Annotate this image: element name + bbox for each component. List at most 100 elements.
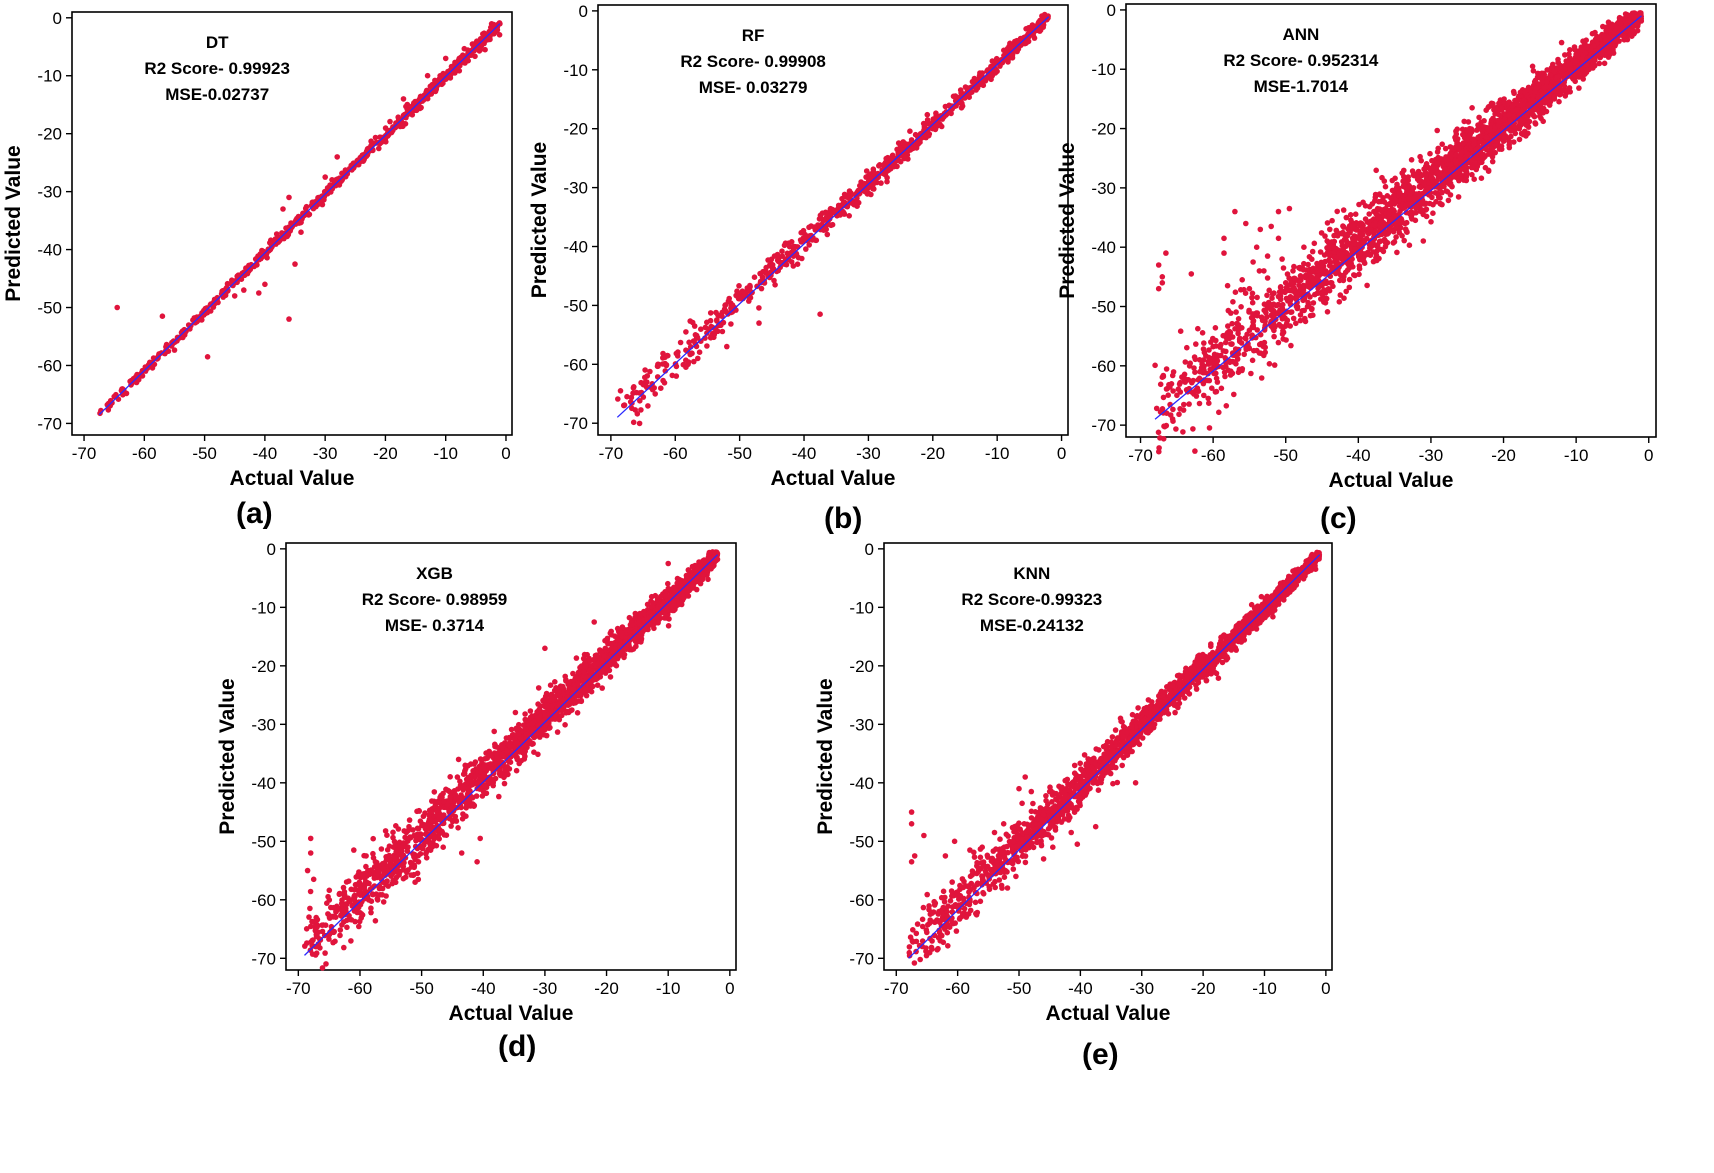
data-point (1195, 325, 1201, 332)
data-point (803, 246, 809, 252)
data-point (264, 254, 270, 261)
data-point (1253, 310, 1260, 316)
data-point (1580, 72, 1586, 79)
data-point (1448, 144, 1455, 151)
data-point (1264, 305, 1271, 312)
data-point (1516, 93, 1522, 99)
data-point (1294, 305, 1301, 312)
data-point (903, 154, 909, 161)
y-tick-label: 0 (579, 2, 588, 21)
data-point (1227, 359, 1233, 366)
data-point (1501, 96, 1507, 102)
data-point (1254, 294, 1260, 301)
data-point (1176, 411, 1182, 418)
data-point (1530, 107, 1537, 113)
data-point (1601, 33, 1607, 39)
data-point (1214, 358, 1221, 364)
data-point (1421, 180, 1427, 186)
outlier-point (280, 206, 286, 212)
data-point (1327, 259, 1334, 266)
data-point (372, 134, 379, 141)
data-point (1453, 144, 1459, 150)
data-point (863, 168, 870, 174)
data-point (1225, 307, 1232, 314)
plot-frame (597, 4, 1069, 436)
data-point (1372, 222, 1378, 229)
data-point (1430, 210, 1436, 216)
data-point (714, 317, 720, 323)
data-point (1249, 294, 1255, 301)
data-point (1558, 90, 1564, 96)
data-point (1297, 317, 1304, 324)
data-point (1435, 145, 1441, 152)
data-point (1238, 287, 1244, 293)
scatter-panel-d: -70 -60 -50 -40 -30 -20 -10 0 -70 -60 -50 -40 -30 -20… (216, 535, 790, 1173)
data-point (1498, 128, 1504, 134)
data-point (1182, 359, 1189, 365)
y-tick-label: -50 (563, 296, 588, 315)
data-point (1249, 357, 1256, 364)
data-point (1232, 289, 1239, 296)
data-point (1230, 299, 1236, 305)
data-point (1468, 128, 1474, 135)
data-point (1321, 295, 1328, 302)
data-point (1441, 172, 1448, 179)
y-tick-label: -30 (1091, 179, 1116, 198)
outlier-point (1243, 220, 1249, 227)
data-point (1157, 381, 1164, 388)
data-point (1319, 291, 1325, 297)
outlier-point (1264, 253, 1271, 259)
data-point (1258, 340, 1264, 347)
x-tick-label: -10 (656, 979, 681, 998)
data-point (1394, 249, 1400, 256)
data-point (1174, 392, 1180, 399)
data-point (884, 174, 890, 181)
data-point (1345, 226, 1351, 232)
data-point (1152, 362, 1158, 369)
data-point (1200, 346, 1207, 352)
data-point (1271, 327, 1277, 334)
data-point (686, 339, 692, 346)
data-point (1406, 195, 1412, 202)
data-point (1622, 18, 1628, 25)
data-point (756, 305, 762, 311)
data-point (747, 294, 754, 301)
x-tick-label: -40 (471, 979, 496, 998)
data-point (1457, 155, 1463, 161)
data-point (1153, 405, 1160, 412)
data-point (698, 326, 704, 333)
data-point (1434, 127, 1440, 134)
x-tick-label: -30 (1419, 446, 1444, 465)
data-point (1167, 384, 1173, 390)
data-point (1421, 166, 1427, 172)
data-point (1023, 40, 1029, 46)
data-point (1509, 103, 1516, 109)
data-point (1370, 258, 1377, 265)
x-tick-label: -20 (921, 444, 946, 463)
data-point (1341, 236, 1348, 243)
data-point (1440, 182, 1446, 188)
outlier-point (1159, 274, 1166, 280)
outlier-point (1261, 268, 1267, 274)
data-point (303, 203, 310, 210)
x-tick-label: -20 (373, 444, 398, 463)
data-point (1288, 342, 1294, 349)
data-point (884, 178, 890, 185)
data-point (1317, 266, 1324, 273)
data-point (831, 208, 837, 215)
data-point (574, 710, 581, 716)
data-point (942, 103, 949, 110)
data-point (123, 390, 130, 397)
outlier-point (1286, 205, 1293, 212)
data-point (1376, 215, 1382, 221)
data-point (370, 850, 376, 857)
x-tick-label: -30 (856, 444, 881, 463)
data-point (683, 329, 689, 335)
data-point (1159, 374, 1166, 381)
data-point (1249, 324, 1256, 330)
y-tick-label: -70 (37, 414, 62, 433)
data-point (1273, 302, 1280, 309)
data-point (871, 186, 877, 192)
data-points (1152, 10, 1645, 455)
data-point (1186, 363, 1193, 369)
